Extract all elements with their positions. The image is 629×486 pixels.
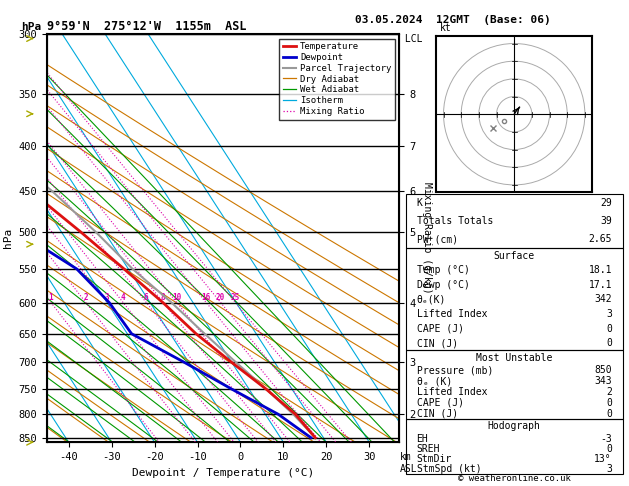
Bar [406, 248, 623, 350]
Text: 16: 16 [201, 294, 211, 302]
Text: 0: 0 [606, 444, 612, 454]
Text: CAPE (J): CAPE (J) [416, 324, 464, 333]
Text: -3: -3 [600, 434, 612, 444]
Text: CIN (J): CIN (J) [416, 409, 458, 418]
Text: 2: 2 [84, 294, 88, 302]
Text: 850: 850 [594, 365, 612, 375]
Text: 17.1: 17.1 [588, 280, 612, 290]
Text: 10: 10 [172, 294, 181, 302]
Text: 1: 1 [48, 294, 53, 302]
Legend: Temperature, Dewpoint, Parcel Trajectory, Dry Adiabat, Wet Adiabat, Isotherm, Mi: Temperature, Dewpoint, Parcel Trajectory… [279, 38, 395, 120]
Text: Most Unstable: Most Unstable [476, 353, 552, 363]
Text: 29: 29 [600, 198, 612, 208]
Text: θₑ (K): θₑ (K) [416, 376, 452, 386]
Text: 3: 3 [606, 464, 612, 474]
Text: 8: 8 [161, 294, 165, 302]
Text: 18.1: 18.1 [588, 265, 612, 275]
Text: θₑ(K): θₑ(K) [416, 295, 446, 304]
Y-axis label: Mixing Ratio (g/kg): Mixing Ratio (g/kg) [422, 182, 432, 294]
Text: © weatheronline.co.uk: © weatheronline.co.uk [458, 474, 571, 483]
Text: CAPE (J): CAPE (J) [416, 398, 464, 408]
Text: Dewp (°C): Dewp (°C) [416, 280, 469, 290]
Text: 342: 342 [594, 295, 612, 304]
Text: StmSpd (kt): StmSpd (kt) [416, 464, 481, 474]
Text: hPa: hPa [21, 22, 41, 32]
Text: 0: 0 [606, 398, 612, 408]
Text: Hodograph: Hodograph [487, 421, 541, 431]
Text: Pressure (mb): Pressure (mb) [416, 365, 493, 375]
Text: Temp (°C): Temp (°C) [416, 265, 469, 275]
Text: 39: 39 [600, 216, 612, 226]
Text: StmDir: StmDir [416, 454, 452, 464]
Bar [406, 350, 623, 419]
Text: 6: 6 [144, 294, 148, 302]
Bar [406, 419, 623, 474]
X-axis label: Dewpoint / Temperature (°C): Dewpoint / Temperature (°C) [132, 468, 314, 478]
Text: 20: 20 [216, 294, 225, 302]
Text: CIN (J): CIN (J) [416, 338, 458, 348]
Bar [406, 194, 623, 248]
Text: K: K [416, 198, 423, 208]
Text: 9°59'N  275°12'W  1155m  ASL: 9°59'N 275°12'W 1155m ASL [47, 20, 247, 33]
Text: LCL: LCL [399, 34, 423, 44]
Text: Lifted Index: Lifted Index [416, 387, 487, 397]
Text: 343: 343 [594, 376, 612, 386]
Text: km
ASL: km ASL [399, 452, 417, 474]
Text: Lifted Index: Lifted Index [416, 309, 487, 319]
Text: 0: 0 [606, 409, 612, 418]
Text: 4: 4 [121, 294, 125, 302]
Text: kt: kt [440, 23, 452, 34]
Text: 25: 25 [231, 294, 240, 302]
Text: Totals Totals: Totals Totals [416, 216, 493, 226]
Text: EH: EH [416, 434, 428, 444]
Text: SREH: SREH [416, 444, 440, 454]
Text: 13°: 13° [594, 454, 612, 464]
Text: 3: 3 [105, 294, 109, 302]
Text: 03.05.2024  12GMT  (Base: 06): 03.05.2024 12GMT (Base: 06) [355, 15, 551, 25]
Text: PW (cm): PW (cm) [416, 234, 458, 244]
Text: Surface: Surface [494, 251, 535, 260]
Text: 3: 3 [606, 309, 612, 319]
Text: 0: 0 [606, 338, 612, 348]
Text: 2.65: 2.65 [588, 234, 612, 244]
Y-axis label: hPa: hPa [3, 228, 13, 248]
Text: 2: 2 [606, 387, 612, 397]
Text: 0: 0 [606, 324, 612, 333]
